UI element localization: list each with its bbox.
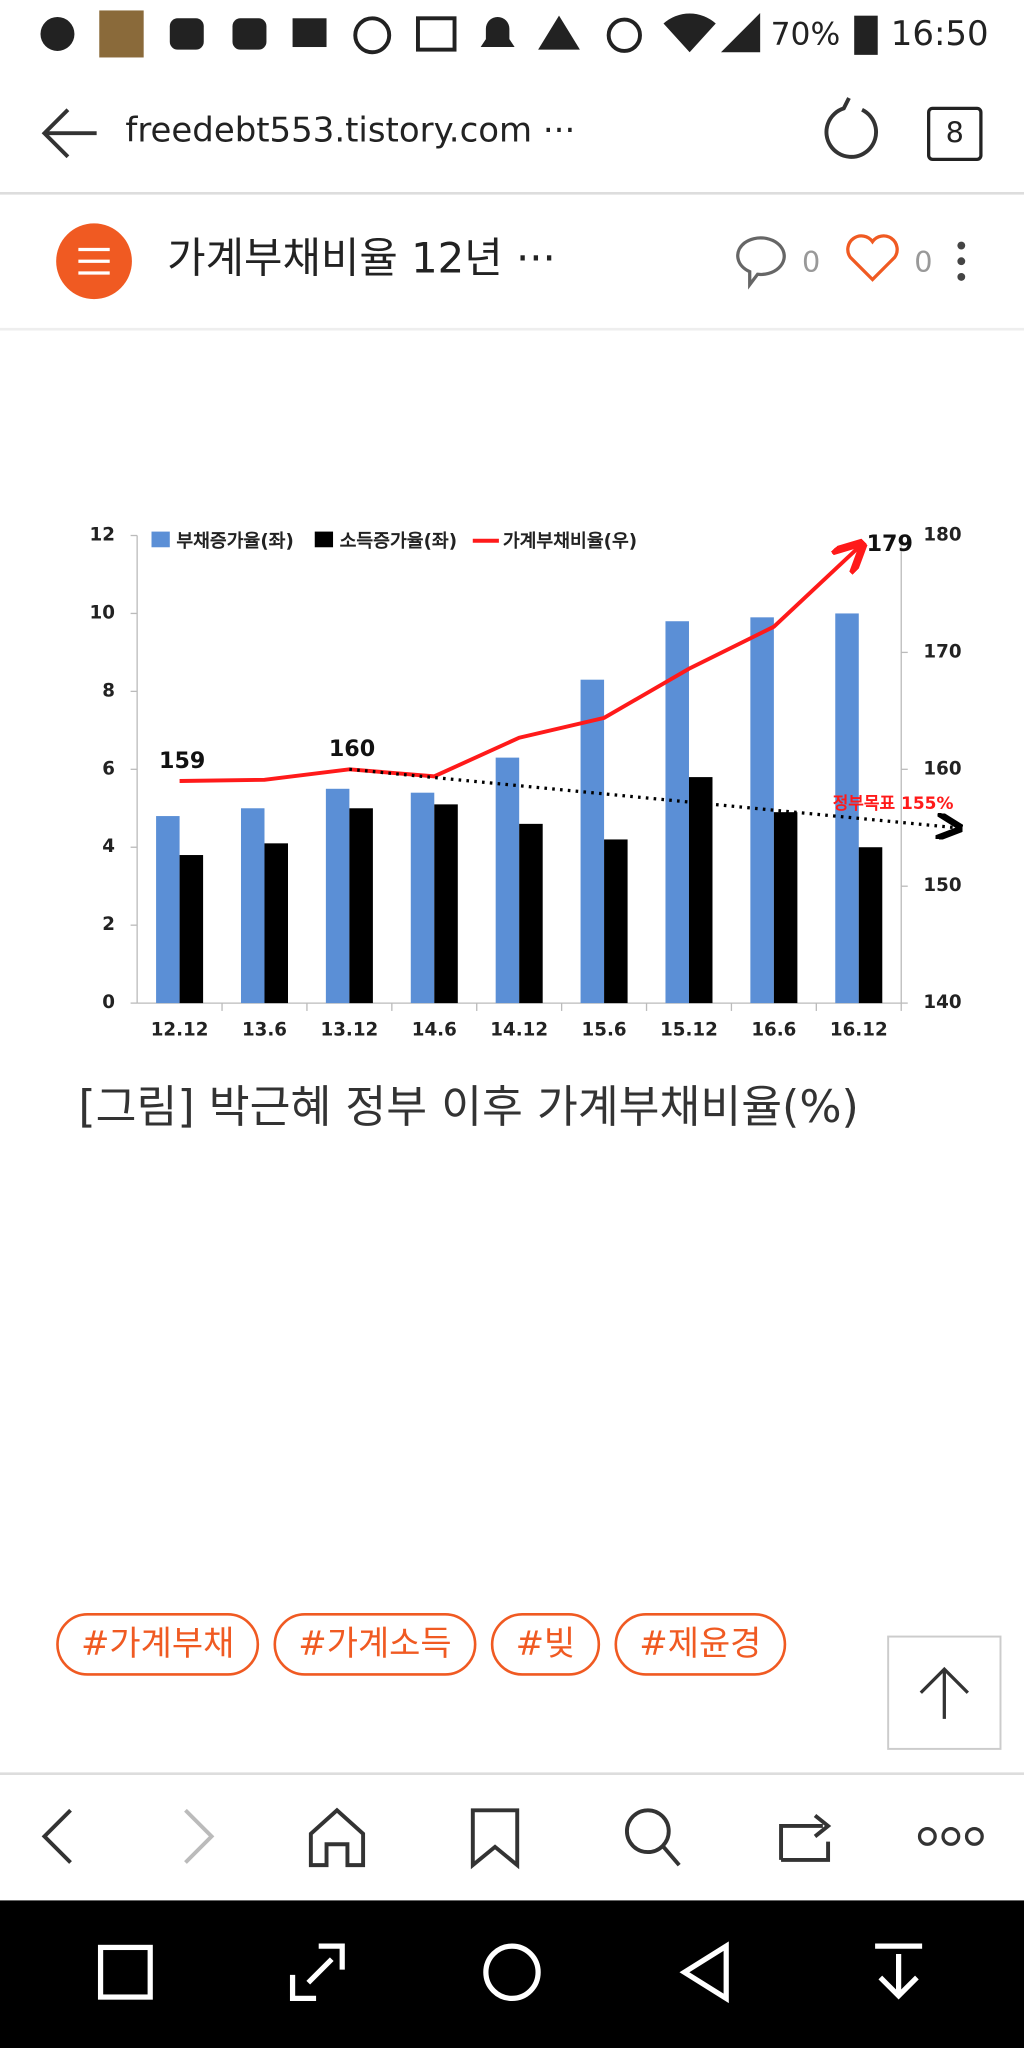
capture[interactable]: [289, 1943, 345, 2001]
tag-pill: [56, 1613, 260, 1676]
annotation: 정부목표 155%: [833, 794, 954, 814]
tag-label: #빚: [516, 1624, 576, 1664]
like-count: 0: [914, 245, 932, 279]
x-tick-label: 16.6: [751, 1020, 796, 1041]
url[interactable]: freedebt553.tistory.com ···: [125, 110, 575, 150]
bar: [349, 808, 373, 1004]
clock: 16:50: [891, 14, 989, 54]
bar: [835, 613, 859, 1004]
back[interactable]: [41, 1808, 72, 1864]
back-button[interactable]: [41, 108, 97, 159]
chart: 0 2 4 6 8 10 12 140 150 160 170 180 12.12 13.6 13.12 14…: [90, 525, 962, 1041]
like-icon[interactable]: [846, 234, 899, 282]
tag[interactable]: #제윤경: [614, 1613, 787, 1676]
browser-toolbar: [0, 1772, 1024, 1870]
blog-header: 가계부채비율 12년 ··· 0 0: [0, 223, 1024, 331]
tag-label: #가계소득: [298, 1624, 451, 1664]
tag-pill: [273, 1613, 477, 1676]
x-tick-label: 13.6: [242, 1020, 287, 1041]
tag-pill: [614, 1613, 787, 1676]
y-tick-label: 2: [102, 914, 115, 935]
y-tick-label: 0: [102, 992, 115, 1013]
battery-level: 70%: [771, 16, 841, 52]
x-tick-label: 14.6: [412, 1020, 457, 1041]
legend-label: 소득증가율(좌): [340, 531, 458, 552]
reload-button[interactable]: [824, 97, 879, 159]
y-tick-label: 8: [102, 680, 115, 701]
tag[interactable]: #가계부채: [56, 1613, 260, 1676]
bar: [325, 788, 350, 1004]
bar: [773, 812, 798, 1004]
tag-pill: [490, 1613, 601, 1676]
scroll-top-button[interactable]: [887, 1635, 1002, 1750]
back-nav[interactable]: [679, 1941, 729, 2004]
bar: [519, 823, 543, 1004]
comment-count: 0: [802, 245, 820, 279]
bar: [604, 839, 628, 1004]
tag-list: #가계부채 #가계소득 #빚 #제윤경: [56, 1613, 787, 1676]
bar: [434, 804, 458, 1004]
share[interactable]: [779, 1813, 832, 1862]
data-label: 159: [159, 748, 205, 774]
caption: [그림] 박근혜 정부 이후 가계부채비율(%): [78, 1082, 859, 1133]
tabs-button[interactable]: [927, 106, 983, 161]
bar: [264, 843, 288, 1004]
address-bar: freedebt553.tistory.com ··· 8: [0, 97, 1024, 195]
x-tick-label: 14.12: [490, 1020, 548, 1041]
y2-tick-label: 140: [923, 992, 961, 1013]
tag[interactable]: #가계소득: [273, 1613, 477, 1676]
search[interactable]: [624, 1808, 671, 1855]
x-tick-label: 16.12: [830, 1020, 888, 1041]
tag-label: #가계부채: [81, 1624, 234, 1664]
status-bar: 70% 16:50: [40, 10, 989, 58]
y-tick-label: 6: [102, 758, 115, 779]
x-tick-label: 15.12: [660, 1020, 718, 1041]
line-series: [179, 547, 859, 783]
y2-tick-label: 170: [923, 641, 961, 662]
legend-label: 가계부채비율(우): [503, 531, 637, 552]
system-nav: [0, 1900, 1024, 2048]
bookmark[interactable]: [470, 1808, 520, 1870]
tag-label: #제윤경: [639, 1624, 761, 1664]
home[interactable]: [308, 1807, 366, 1868]
legend-label: 부채증가율(좌): [176, 531, 294, 552]
more[interactable]: [917, 1826, 937, 1846]
y2-tick-label: 150: [923, 875, 961, 896]
bar: [495, 757, 520, 1004]
home-nav[interactable]: [483, 1943, 541, 2001]
data-label: 160: [329, 736, 375, 762]
y-tick-label: 12: [90, 525, 115, 546]
hide-nav[interactable]: [875, 1943, 923, 2000]
bar: [179, 855, 204, 1004]
comment-icon[interactable]: [736, 236, 786, 290]
legend-swatch: [151, 531, 170, 548]
x-tick-label: 12.12: [151, 1020, 209, 1041]
recents[interactable]: [97, 1944, 153, 2000]
data-label: 179: [867, 531, 913, 557]
bar: [858, 847, 883, 1004]
bar: [156, 816, 180, 1004]
forward[interactable]: [184, 1808, 215, 1864]
tag[interactable]: #빚: [490, 1613, 601, 1676]
y2-tick-label: 160: [923, 758, 961, 779]
tab-count: 8: [946, 116, 964, 150]
bar: [410, 792, 435, 1004]
y2-tick-label: 180: [923, 525, 961, 546]
bar: [665, 621, 689, 1004]
bar: [688, 777, 713, 1004]
post-title: 가계부채비율 12년 ···: [167, 234, 556, 283]
x-tick-label: 13.12: [320, 1020, 378, 1041]
y-tick-label: 4: [102, 836, 115, 857]
legend-swatch: [314, 531, 334, 548]
y-tick-label: 10: [90, 602, 115, 623]
bar: [240, 808, 265, 1004]
bar: [750, 617, 774, 1004]
x-tick-label: 15.6: [582, 1020, 627, 1041]
bar: [580, 679, 605, 1004]
